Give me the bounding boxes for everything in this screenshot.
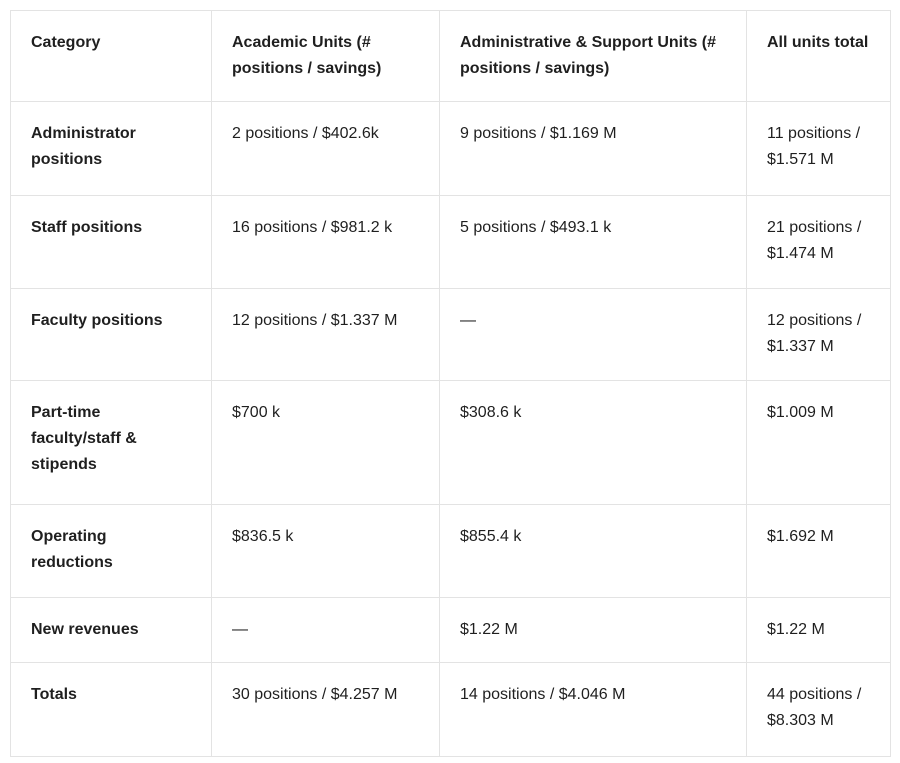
row-category-label: Faculty positions xyxy=(10,288,212,381)
budget-savings-table: Category Academic Units (# positions / s… xyxy=(10,10,891,757)
cell-admin-support: $308.6 k xyxy=(439,380,747,505)
cell-admin-support: 14 positions / $4.046 M xyxy=(439,662,747,757)
cell-all-units-total: 12 positions / $1.337 M xyxy=(746,288,891,381)
header-cell-all-units: All units total xyxy=(746,10,891,102)
cell-all-units-total: $1.009 M xyxy=(746,380,891,505)
cell-academic: 2 positions / $402.6k xyxy=(211,101,440,196)
row-category-label: New revenues xyxy=(10,597,212,663)
cell-all-units-total: $1.692 M xyxy=(746,504,891,598)
cell-all-units-total: 21 positions / $1.474 M xyxy=(746,195,891,289)
table-row-administrator-positions: Administrator positions 2 positions / $4… xyxy=(10,101,891,196)
row-category-label: Totals xyxy=(10,662,212,757)
header-cell-admin-support: Administrative & Support Units (# positi… xyxy=(439,10,747,102)
header-cell-category: Category xyxy=(10,10,212,102)
table-row-totals: Totals 30 positions / $4.257 M 14 positi… xyxy=(10,662,891,757)
cell-academic: $700 k xyxy=(211,380,440,505)
cell-admin-support: $855.4 k xyxy=(439,504,747,598)
cell-all-units-total: $1.22 M xyxy=(746,597,891,663)
table-row-new-revenues: New revenues — $1.22 M $1.22 M xyxy=(10,597,891,663)
cell-admin-support: 5 positions / $493.1 k xyxy=(439,195,747,289)
table-row-staff-positions: Staff positions 16 positions / $981.2 k … xyxy=(10,195,891,289)
cell-all-units-total: 11 positions / $1.571 M xyxy=(746,101,891,196)
cell-all-units-total: 44 positions / $8.303 M xyxy=(746,662,891,757)
row-category-label: Part-time faculty/staff & stipends xyxy=(10,380,212,505)
row-category-label: Staff positions xyxy=(10,195,212,289)
cell-academic: 16 positions / $981.2 k xyxy=(211,195,440,289)
table-header-row: Category Academic Units (# positions / s… xyxy=(10,10,891,102)
table-row-faculty-positions: Faculty positions 12 positions / $1.337 … xyxy=(10,288,891,381)
row-category-label: Administrator positions xyxy=(10,101,212,196)
cell-academic: 30 positions / $4.257 M xyxy=(211,662,440,757)
table-row-operating-reductions: Operating reductions $836.5 k $855.4 k $… xyxy=(10,504,891,598)
cell-academic: 12 positions / $1.337 M xyxy=(211,288,440,381)
table-row-part-time-faculty-staff-stipends: Part-time faculty/staff & stipends $700 … xyxy=(10,380,891,505)
cell-admin-support: — xyxy=(439,288,747,381)
cell-academic: $836.5 k xyxy=(211,504,440,598)
row-category-label: Operating reductions xyxy=(10,504,212,598)
header-cell-academic: Academic Units (# positions / savings) xyxy=(211,10,440,102)
cell-academic: — xyxy=(211,597,440,663)
cell-admin-support: $1.22 M xyxy=(439,597,747,663)
cell-admin-support: 9 positions / $1.169 M xyxy=(439,101,747,196)
